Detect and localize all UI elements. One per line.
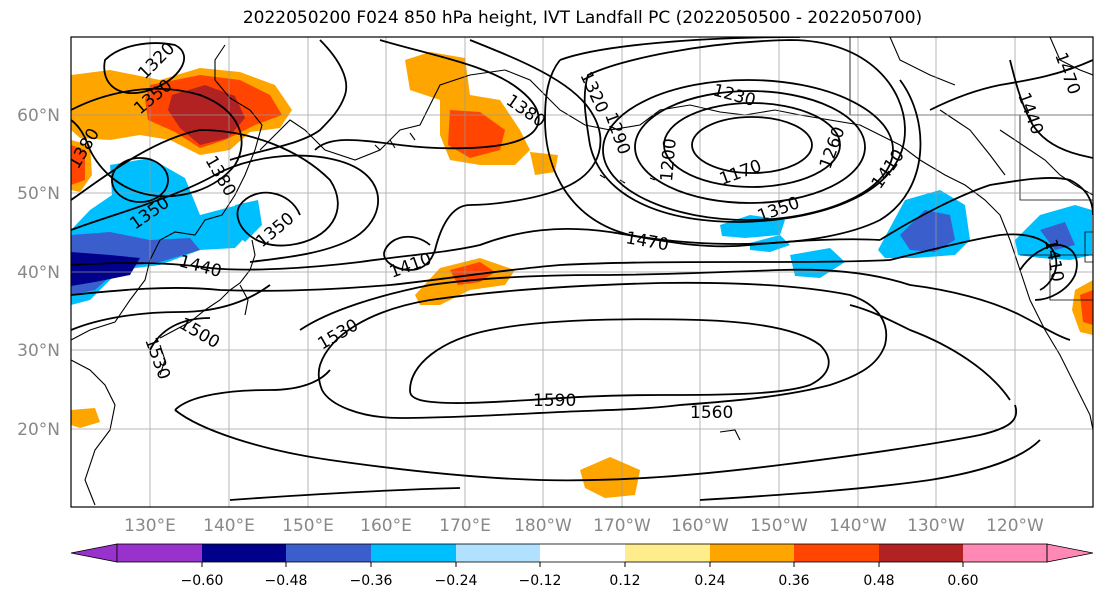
colorbar-segment	[625, 544, 710, 562]
colorbar-tick: −0.12	[519, 573, 562, 589]
colorbar-segment	[794, 544, 879, 562]
longitude-labels: 130°E 140°E 150°E 160°E 170°E 180°W 170°…	[124, 516, 1044, 536]
colorbar-segment	[710, 544, 794, 562]
lon-label: 140°W	[829, 516, 887, 536]
map-title: 2022050200 F024 850 hPa height, IVT Land…	[242, 8, 923, 28]
colorbar-tick: −0.24	[435, 573, 478, 589]
lon-label: 150°E	[282, 516, 334, 536]
colorbar-segment	[963, 544, 1047, 562]
lon-label: 160°E	[360, 516, 412, 536]
colorbar-high-extend	[1046, 543, 1094, 563]
colorbar-segment	[879, 544, 963, 562]
lat-label: 60°N	[17, 106, 60, 126]
colorbar-segment	[202, 544, 286, 562]
lon-label: 170°W	[593, 516, 651, 536]
lat-label: 30°N	[17, 341, 60, 361]
colorbar-tick: 0.48	[863, 573, 894, 589]
contour-labels: 1320 1350 1380 1380 1380 1350 1350 1440 …	[71, 39, 1084, 423]
colorbar-tick: 0.12	[609, 573, 640, 589]
colorbar-segment	[286, 544, 371, 562]
lon-label: 120°W	[986, 516, 1044, 536]
latitude-labels: 60°N 50°N 40°N 30°N 20°N	[17, 106, 60, 440]
colorbar-segment	[371, 544, 456, 562]
lon-label: 130°E	[124, 516, 176, 536]
lon-label: 140°E	[203, 516, 255, 536]
lat-label: 50°N	[17, 184, 60, 204]
colorbar: −0.60 −0.48 −0.36 −0.24 −0.12 0.12 0.24 …	[70, 543, 1094, 589]
lat-label: 20°N	[17, 420, 60, 440]
colorbar-tick: 0.60	[947, 573, 978, 589]
lon-label: 130°W	[907, 516, 965, 536]
colorbar-tick: −0.48	[265, 573, 308, 589]
contour-label: 1590	[533, 391, 576, 411]
contour-label: 1200	[657, 138, 681, 183]
colorbar-tick: 0.24	[694, 573, 725, 589]
colorbar-segment	[540, 544, 625, 562]
lon-label: 180°W	[514, 516, 572, 536]
colorbar-low-extend	[70, 543, 118, 563]
colorbar-segment	[117, 544, 202, 562]
map-frame	[70, 36, 1094, 508]
height-contours	[71, 37, 1093, 501]
colorbar-segment	[456, 544, 540, 562]
lon-label: 160°W	[671, 516, 729, 536]
gridlines	[71, 37, 1093, 507]
contour-label: 1560	[690, 403, 733, 423]
lon-label: 150°W	[750, 516, 808, 536]
colorbar-tick: −0.36	[350, 573, 393, 589]
lon-label: 170°E	[439, 516, 491, 536]
lat-label: 40°N	[17, 263, 60, 283]
colorbar-tick: −0.60	[181, 573, 224, 589]
colorbar-tick: 0.36	[778, 573, 809, 589]
